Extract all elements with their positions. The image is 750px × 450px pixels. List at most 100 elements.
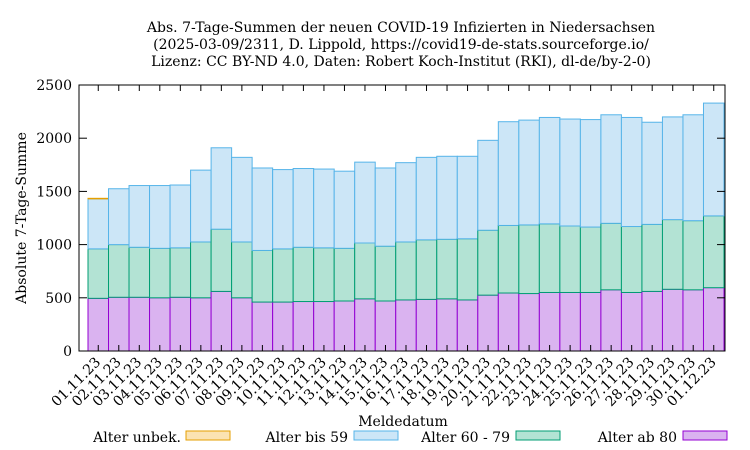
bar-05.11.23-series-1	[169, 247, 192, 298]
bar-26.11.23-series-1	[600, 222, 622, 291]
bar-14.11.23-series-2	[354, 161, 376, 244]
bar-30.11.23-series-1	[682, 220, 704, 291]
bar-20.11.23-series-0	[477, 294, 499, 352]
bar-12.11.23-series-0	[313, 301, 335, 352]
bar-25.11.23-series-2	[579, 119, 602, 228]
bar-20.11.23-series-2	[477, 139, 499, 231]
bar-10.11.23-series-1	[272, 248, 294, 303]
bar-29.11.23-series-1	[661, 219, 684, 290]
bar-10.11.23-series-0	[272, 301, 294, 352]
bar-12.11.23-series-1	[313, 247, 335, 303]
y-tick-label-2500: 2500	[36, 78, 72, 94]
bar-30.11.23-series-0	[682, 289, 704, 352]
legend-label-0: Alter unbek.	[92, 430, 181, 446]
bar-09.11.23-series-2	[251, 167, 274, 251]
bar-21.11.23-series-0	[497, 292, 520, 352]
bar-03.11.23-series-0	[128, 296, 151, 352]
bar-29.11.23-series-0	[661, 288, 684, 352]
legend-label-1: Alter bis 59	[264, 430, 348, 446]
bar-01.12.23-series-2	[702, 102, 725, 217]
bar-23.11.23-series-1	[538, 223, 561, 293]
bar-05.11.23-series-0	[169, 296, 192, 352]
bar-25.11.23-series-1	[579, 226, 602, 293]
bar-01.12.23-series-0	[702, 287, 725, 352]
bar-14.11.23-series-1	[354, 242, 376, 300]
bar-03.11.23-series-2	[128, 185, 151, 248]
bar-15.11.23-series-0	[374, 300, 397, 352]
bar-17.11.23-series-2	[415, 156, 438, 241]
bar-28.11.23-series-2	[641, 121, 663, 225]
y-tick-label-1500: 1500	[36, 184, 72, 200]
chart-title-line-1: Abs. 7-Tage-Summen der neuen COVID-19 In…	[146, 20, 655, 36]
y-tick-label-0: 0	[63, 344, 72, 360]
plot-frame	[78, 84, 726, 352]
bar-18.11.23-series-0	[436, 298, 458, 352]
bar-22.11.23-series-0	[518, 293, 540, 352]
y-tick-label-2000: 2000	[36, 131, 72, 147]
bar-23.11.23-series-0	[538, 291, 561, 352]
bar-25.11.23-series-0	[579, 291, 602, 352]
bar-13.11.23-series-2	[333, 170, 356, 249]
legend-swatch-1	[353, 430, 399, 441]
legend-swatch-0	[185, 430, 231, 441]
x-axis-label: Meldedatum	[358, 414, 448, 430]
legend: Alter unbek. Alter bis 59 Alter 60 - 79 Alt…	[92, 430, 728, 446]
bar-13.11.23-series-1	[333, 247, 356, 302]
bar-11.11.23-series-2	[292, 168, 315, 248]
y-tick-label-500: 500	[45, 291, 72, 307]
bar-14.11.23-series-0	[354, 298, 376, 352]
bar-02.11.23-series-1	[108, 244, 130, 298]
bar-10.11.23-series-2	[272, 169, 294, 250]
bar-07.11.23-series-2	[210, 147, 233, 230]
bar-09.11.23-series-1	[251, 249, 274, 303]
bar-08.11.23-series-1	[231, 241, 253, 299]
bar-27.11.23-series-2	[620, 116, 643, 228]
bar-04.11.23-series-0	[149, 297, 171, 352]
legend-swatch-3	[682, 430, 728, 441]
bar-20.11.23-series-1	[477, 229, 499, 296]
bar-03.11.23-series-1	[128, 246, 151, 298]
bar-06.11.23-series-2	[190, 169, 212, 243]
bar-24.11.23-series-2	[559, 118, 581, 227]
bar-01.11.23-series-1	[87, 248, 110, 299]
bar-21.11.23-series-2	[497, 121, 520, 226]
bar-28.11.23-series-0	[641, 290, 663, 352]
bar-07.11.23-series-1	[210, 228, 233, 292]
bar-26.11.23-series-2	[600, 114, 622, 224]
bar-29.11.23-series-2	[661, 116, 684, 221]
legend-label-3: Alter ab 80	[597, 430, 677, 446]
bar-18.11.23-series-2	[436, 155, 458, 240]
chart-title-line-3: Lizenz: CC BY-ND 4.0, Daten: Robert Koch…	[151, 54, 651, 70]
bar-16.11.23-series-0	[395, 299, 417, 352]
bar-28.11.23-series-1	[641, 223, 663, 292]
bar-06.11.23-series-1	[190, 241, 212, 299]
bar-04.11.23-series-2	[149, 185, 171, 249]
bar-09.11.23-series-0	[251, 301, 274, 352]
bar-27.11.23-series-1	[620, 226, 643, 293]
bar-15.11.23-series-1	[374, 245, 397, 302]
bar-22.11.23-series-1	[518, 224, 540, 295]
chart-title-line-2: (2025-03-09/2311, D. Lippold, https://co…	[153, 37, 649, 53]
bar-22.11.23-series-2	[518, 119, 540, 226]
bar-11.11.23-series-1	[292, 246, 315, 303]
bar-11.11.23-series-0	[292, 301, 315, 352]
bar-24.11.23-series-0	[559, 291, 581, 352]
bar-18.11.23-series-1	[436, 238, 458, 300]
bar-21.11.23-series-1	[497, 224, 520, 294]
bar-17.11.23-series-0	[415, 298, 438, 352]
bar-17.11.23-series-1	[415, 239, 438, 300]
bar-30.11.23-series-2	[682, 114, 704, 222]
bar-01.11.23-series-2	[87, 198, 110, 250]
bar-19.11.23-series-1	[456, 238, 479, 301]
bar-16.11.23-series-1	[395, 241, 417, 301]
chart-title: Abs. 7-Tage-Summen der neuen COVID-19 In…	[146, 20, 655, 70]
y-axis: 0 500 1000 1500 2000 2500	[36, 78, 725, 360]
legend-label-2: Alter 60 - 79	[420, 430, 510, 446]
bar-01.11.23-series-3	[87, 197, 110, 200]
bar-08.11.23-series-2	[231, 156, 253, 243]
bar-07.11.23-series-0	[210, 290, 233, 352]
bar-15.11.23-series-2	[374, 167, 397, 247]
bar-24.11.23-series-1	[559, 225, 581, 293]
bar-01.12.23-series-1	[702, 215, 725, 289]
